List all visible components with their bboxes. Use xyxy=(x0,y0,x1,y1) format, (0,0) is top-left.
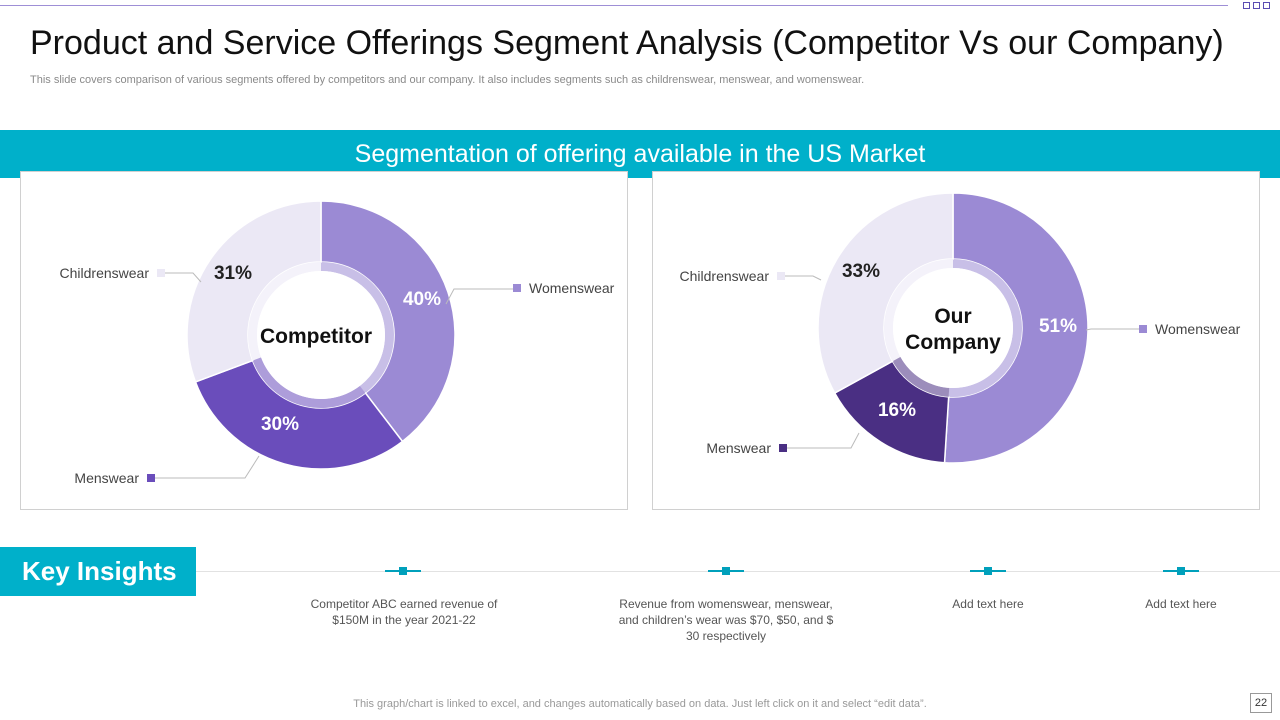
center-label: Company xyxy=(905,331,1001,354)
legend-label-womenswear: Womenswear xyxy=(529,280,615,296)
data-label-childrenswear: 31% xyxy=(214,263,252,284)
legend-swatch-childrenswear xyxy=(777,272,785,280)
page-title: Product and Service Offerings Segment An… xyxy=(30,24,1224,62)
legend-label-menswear: Menswear xyxy=(74,470,139,486)
key-insights-heading: Key Insights xyxy=(0,547,196,596)
insight-marker xyxy=(970,565,1006,577)
data-label-childrenswear: 33% xyxy=(842,261,880,282)
data-label-menswear: 30% xyxy=(261,414,299,435)
leader-line xyxy=(783,432,860,449)
legend-label-womenswear: Womenswear xyxy=(1155,321,1241,337)
corner-decoration xyxy=(1243,2,1270,9)
page-subtitle: This slide covers comparison of various … xyxy=(30,74,865,86)
center-label: Our xyxy=(934,305,971,328)
center-label: Competitor xyxy=(260,325,372,348)
leader-line xyxy=(781,275,822,281)
insight-marker xyxy=(1163,565,1199,577)
slice-inner-ring xyxy=(321,262,394,393)
slice-inner-ring xyxy=(892,356,950,397)
legend-swatch-childrenswear xyxy=(157,269,165,277)
legend-swatch-womenswear xyxy=(513,284,521,292)
donut-hole xyxy=(893,268,1013,388)
top-divider xyxy=(0,5,1228,6)
section-banner: Segmentation of offering available in th… xyxy=(0,130,1280,178)
leader-line xyxy=(445,288,517,305)
legend-label-childrenswear: Childrenswear xyxy=(60,265,150,281)
slice-inner-ring xyxy=(252,357,366,408)
insight-text-3: Add text here xyxy=(952,597,1024,611)
legend-swatch-womenswear xyxy=(1139,325,1147,333)
insight-marker xyxy=(385,565,421,577)
legend-swatch-menswear xyxy=(147,474,155,482)
insight-text-4: Add text here xyxy=(1145,597,1217,611)
insight-marker xyxy=(708,565,744,577)
company-chart-panel[interactable]: Our Company 51% 16% 33% Womenswear Menswear Chi… xyxy=(652,171,1260,510)
leader-line xyxy=(161,272,202,283)
donut-hole xyxy=(257,271,385,399)
legend-label-childrenswear: Childrenswear xyxy=(680,268,770,284)
banner-text: Segmentation of offering available in th… xyxy=(354,139,926,168)
company-donut-chart[interactable]: Our Company 51% 16% 33% Womenswear Menswear Chi… xyxy=(653,172,1259,509)
legend-label-menswear: Menswear xyxy=(706,440,771,456)
leader-line xyxy=(151,455,260,479)
insight-text-1: Competitor ABC earned revenue of $150M i… xyxy=(310,597,498,627)
competitor-donut-chart[interactable]: Competitor 40% 30% 31% Womenswear Menswear Chi… xyxy=(21,172,627,509)
page-number: 22 xyxy=(1250,693,1272,713)
legend-swatch-menswear xyxy=(779,444,787,452)
insight-text-2: Revenue from womenswear, menswear, and c… xyxy=(618,597,834,643)
key-insights-label: Key Insights xyxy=(22,556,177,586)
data-label-womenswear: 51% xyxy=(1039,316,1077,337)
data-label-womenswear: 40% xyxy=(403,289,441,310)
slice-inner-ring xyxy=(948,259,1023,397)
leader-line xyxy=(1085,328,1143,331)
footer-note: This graph/chart is linked to excel, and… xyxy=(353,698,927,710)
slice-inner-ring xyxy=(248,262,321,361)
data-label-menswear: 16% xyxy=(878,400,916,421)
slice-inner-ring xyxy=(884,259,953,362)
competitor-chart-panel[interactable]: Competitor 40% 30% 31% Womenswear Menswear Chi… xyxy=(20,171,628,510)
